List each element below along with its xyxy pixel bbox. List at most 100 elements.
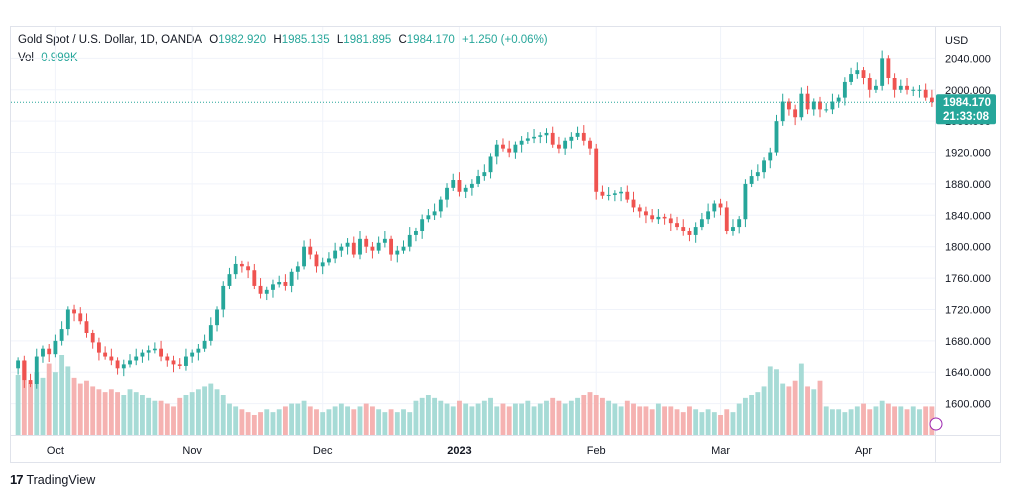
volume-bar (438, 400, 444, 435)
price-tick-label: 1880.000 (945, 179, 991, 191)
volume-bar (444, 403, 450, 435)
volume-bar (792, 380, 798, 435)
volume-bar (214, 389, 220, 435)
footer-branding[interactable]: 17 TradingView (10, 472, 95, 487)
candle-body (519, 140, 524, 145)
price-tick-label: 1760.000 (945, 273, 991, 285)
high-value: 1985.135 (281, 34, 330, 46)
volume-bar (568, 400, 574, 435)
symbol-title[interactable]: Gold Spot / U.S. Dollar, 1D, OANDA (18, 34, 203, 46)
current-price-badge (936, 94, 996, 125)
volume-bar (885, 403, 891, 435)
candle-body (96, 342, 101, 353)
volume-bar (612, 403, 618, 435)
volume-bar (463, 403, 469, 435)
volume-bar (394, 412, 400, 435)
volume-bar (917, 409, 922, 435)
candle-body (146, 350, 151, 353)
volume-bar (65, 366, 71, 435)
volume-bar (780, 383, 786, 435)
candle-body (53, 340, 58, 355)
candle-body (544, 132, 549, 136)
candle-body (59, 329, 64, 341)
volume-bar (867, 409, 873, 435)
candle-body (917, 89, 922, 91)
volume-bar (481, 400, 487, 435)
candle-body (911, 89, 916, 91)
volume-bar (705, 409, 711, 435)
candle-body (525, 138, 530, 141)
volume-bar (189, 392, 195, 435)
candle-body (681, 227, 686, 231)
candle-body (563, 140, 568, 149)
candle-body (407, 234, 412, 247)
candle-body (830, 101, 835, 110)
candle-body (432, 211, 437, 216)
volume-bar (28, 383, 33, 435)
candle-body (47, 348, 52, 355)
volume-bar (649, 409, 655, 435)
volume-bar (115, 392, 120, 435)
volume-bar (251, 415, 257, 435)
candle-body (824, 109, 829, 111)
candle-body (923, 89, 928, 98)
candle-body (743, 183, 748, 220)
volume-bar (674, 409, 680, 435)
volume-bar (314, 409, 319, 435)
candle-body (208, 325, 213, 341)
candle-body (668, 218, 673, 224)
candle-body (184, 356, 188, 366)
volume-bar (724, 409, 730, 435)
volume-bar (537, 403, 543, 435)
volume-bar (699, 412, 705, 435)
candle-body (134, 356, 139, 361)
volume-bar (289, 403, 295, 435)
open-label: O (209, 34, 219, 46)
candle-body (849, 74, 854, 82)
candle-body (513, 144, 518, 153)
candle-body (588, 140, 592, 149)
volume-bar (320, 412, 326, 435)
volume-bar (469, 406, 475, 435)
candle-body (550, 132, 555, 145)
volume-bar (898, 406, 904, 435)
volume-bar (264, 409, 270, 435)
volume-bar (90, 386, 96, 435)
candle-body (718, 203, 723, 208)
volume-bar (52, 372, 58, 435)
volume-bar (71, 377, 77, 435)
time-tick-label: Mar (711, 445, 730, 457)
volume-bar (450, 406, 456, 435)
volume-bar (823, 406, 829, 435)
volume-bar (606, 400, 612, 435)
volume-bar (904, 409, 910, 435)
volume-bar (655, 403, 661, 435)
candle-body (445, 187, 449, 200)
volume-bar (233, 406, 239, 435)
candle-body (811, 101, 816, 110)
candle-body (389, 238, 394, 255)
volume-bar (133, 392, 139, 435)
candle-body (768, 152, 773, 161)
time-tick-label: Dec (313, 445, 333, 457)
volume-bar (798, 363, 804, 435)
candle-body (395, 250, 400, 255)
volume-bar (774, 369, 779, 435)
volume-bar (680, 412, 686, 435)
candle-body (780, 101, 785, 122)
candle-body (196, 348, 201, 353)
volume-bar (854, 406, 860, 435)
volume-bar (873, 406, 879, 435)
volume-bar (15, 375, 21, 435)
volume-bar (152, 400, 158, 435)
volume-bar (767, 366, 773, 435)
scroll-to-realtime-icon (929, 417, 943, 431)
candle-body (538, 135, 543, 137)
volume-bar (836, 409, 842, 435)
candle-body (637, 207, 642, 212)
candle-body (121, 364, 126, 369)
candle-body (271, 284, 275, 290)
change-value: +1.250 (+0.06%) (461, 34, 548, 46)
candle-body (65, 309, 70, 330)
